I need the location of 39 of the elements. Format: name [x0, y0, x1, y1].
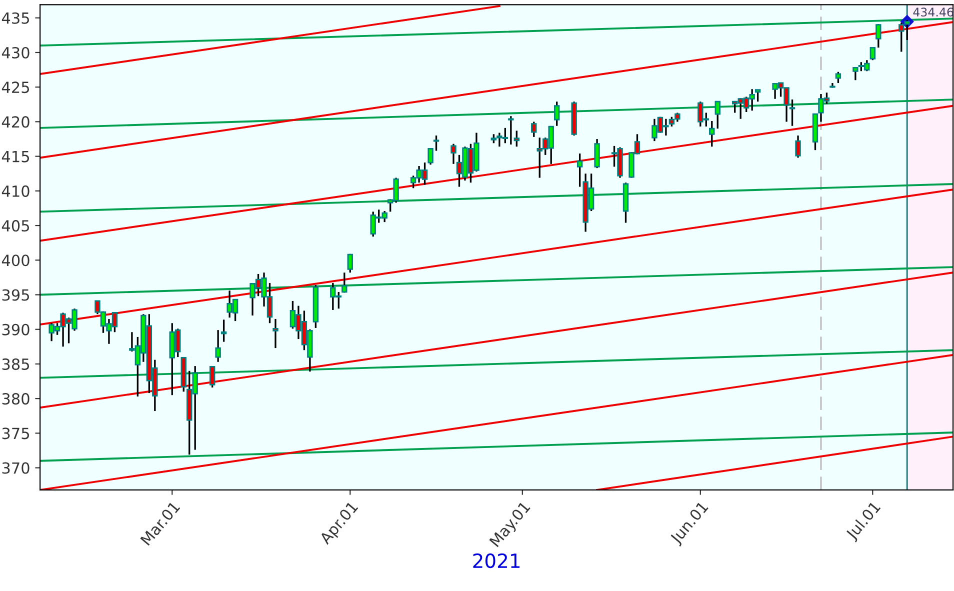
y-tick-label: 410 [2, 185, 30, 197]
y-tick-label: 430 [2, 46, 30, 59]
candlestick [576, 152, 583, 188]
candlestick [215, 329, 221, 363]
y-tick-label: 400 [2, 254, 30, 266]
candlestick [870, 46, 876, 61]
candlestick [220, 318, 227, 343]
candlestick [450, 143, 456, 165]
candlestick [514, 130, 520, 148]
candlestick [754, 89, 761, 102]
candlestick [428, 147, 434, 166]
y-tick-label: 420 [2, 116, 30, 128]
x-axis-title: 2021 [473, 553, 520, 568]
candlestick [876, 23, 882, 48]
candlestick [347, 253, 353, 274]
candlestick [272, 318, 278, 349]
y-tick-label: 395 [2, 289, 30, 301]
y-tick-label: 375 [2, 428, 30, 440]
candlestick [508, 115, 514, 146]
y-tick-label: 425 [2, 82, 30, 94]
candlestick [554, 100, 560, 127]
candlestick [714, 100, 720, 130]
y-tick-label: 415 [2, 150, 30, 162]
candlestick [531, 120, 537, 138]
candlestick [433, 134, 440, 152]
y-tick-label: 390 [2, 324, 30, 336]
candlestick [852, 66, 858, 82]
candlestick [795, 134, 801, 159]
y-tick-label: 385 [2, 358, 30, 370]
candlestick [342, 272, 348, 294]
candlestick [835, 71, 842, 84]
candlestick [594, 138, 600, 169]
candlestick [709, 120, 715, 148]
y-tick-label: 405 [2, 220, 30, 232]
y-tick-label: 435 [2, 12, 30, 24]
candlestick [209, 365, 216, 388]
candlestick [789, 98, 796, 127]
y-tick-label: 370 [2, 462, 30, 474]
y-tick-label: 380 [2, 393, 30, 405]
